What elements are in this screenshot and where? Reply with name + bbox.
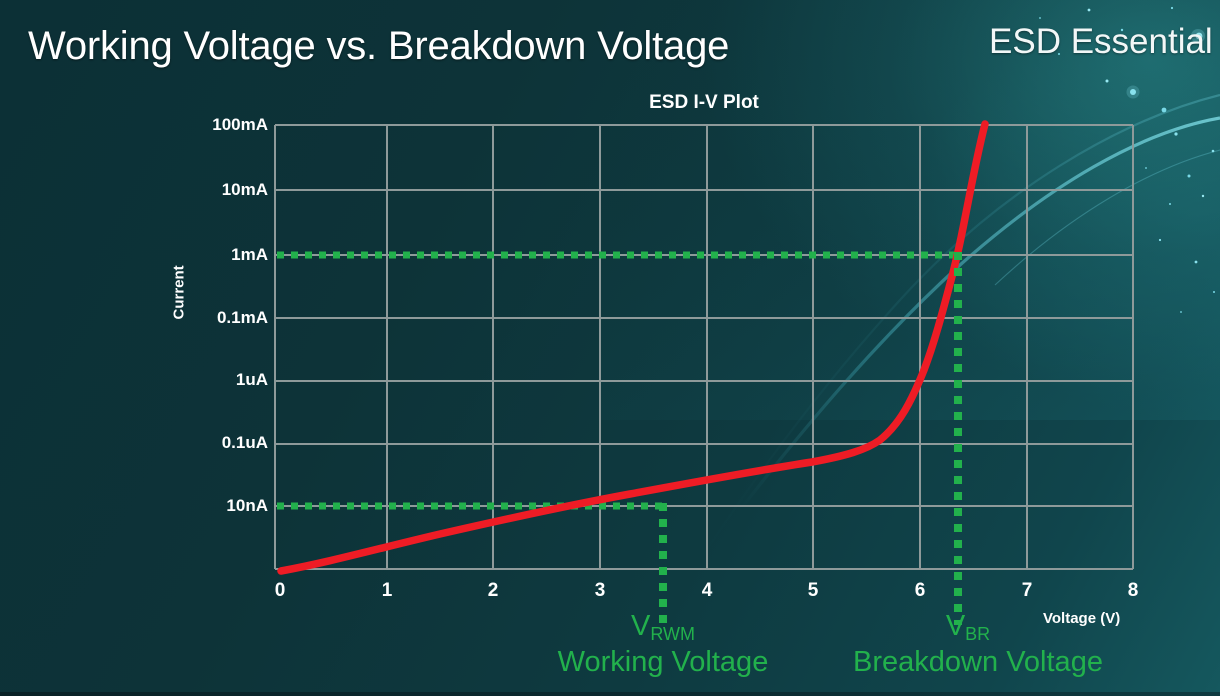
breakdown-voltage-symbol-subscript: BR bbox=[965, 624, 991, 644]
x-tick-1: 1 bbox=[381, 580, 393, 601]
working-voltage-label: Working Voltage bbox=[557, 646, 769, 678]
x-tick-0: 0 bbox=[274, 580, 286, 601]
working-voltage-symbol: VRWM bbox=[630, 610, 696, 644]
x-axis-title: Voltage (V) bbox=[1043, 610, 1121, 627]
page-title: Working Voltage vs. Breakdown Voltage bbox=[28, 24, 730, 68]
slide-bottom-strip bbox=[0, 692, 1220, 696]
breakdown-voltage-label: Breakdown Voltage bbox=[853, 646, 1103, 678]
deck-title: ESD Essential bbox=[989, 22, 1213, 61]
grid-vertical bbox=[274, 125, 1134, 569]
x-tick-5: 5 bbox=[807, 580, 819, 601]
x-tick-6: 6 bbox=[914, 580, 926, 601]
working-voltage-symbol-letter: V bbox=[630, 610, 651, 642]
chart-title: ESD I-V Plot bbox=[649, 92, 759, 113]
breakdown-voltage-symbol: VBR bbox=[945, 610, 991, 644]
x-tick-7: 7 bbox=[1021, 580, 1033, 601]
x-tick-2: 2 bbox=[487, 580, 499, 601]
grid-horizontal bbox=[275, 124, 1133, 570]
x-tick-8: 8 bbox=[1127, 580, 1139, 601]
x-tick-3: 3 bbox=[594, 580, 606, 601]
breakdown-voltage-symbol-letter: V bbox=[945, 610, 966, 642]
working-voltage-symbol-subscript: RWM bbox=[650, 624, 696, 644]
x-tick-4: 4 bbox=[701, 580, 713, 601]
